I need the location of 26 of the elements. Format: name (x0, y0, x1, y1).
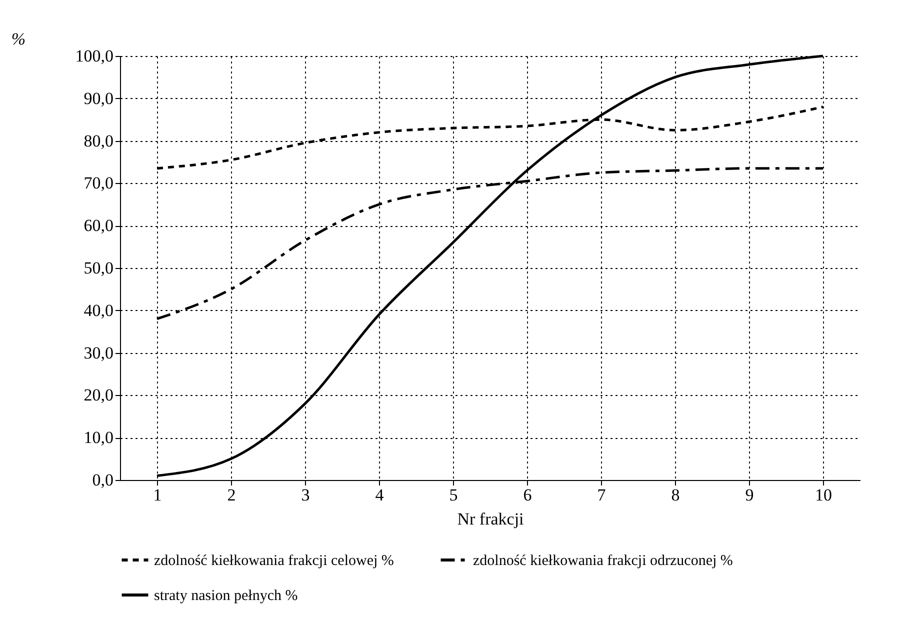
y-tick-label: 70,0 (84, 174, 114, 193)
x-tick-label: 4 (375, 486, 384, 504)
y-tick-label: 20,0 (84, 386, 114, 405)
y-tick-label: 80,0 (84, 131, 114, 150)
legend-label: straty nasion pełnych % (154, 588, 298, 604)
y-axis-title: % (11, 30, 26, 48)
x-tick-label: 2 (227, 486, 236, 504)
y-tick-label: 50,0 (84, 258, 114, 278)
x-tick-label: 3 (301, 486, 310, 504)
y-tick-label: 40,0 (84, 300, 114, 320)
y-tick-label: 60,0 (84, 216, 114, 236)
x-tick-label: 7 (597, 486, 606, 504)
x-tick-label: 5 (449, 486, 458, 504)
x-tick-label: 10 (815, 486, 832, 504)
x-tick-label: 1 (153, 486, 162, 504)
x-tick-label: 9 (745, 486, 754, 504)
y-tick-label: 100,0 (75, 46, 114, 66)
legend-label: zdolność kiełkowania frakcji celowej % (154, 553, 394, 569)
x-axis-title: Nr frakcji (457, 510, 524, 528)
legend-label: zdolność kiełkowania frakcji odrzuconej % (473, 553, 733, 569)
y-tick-label: 10,0 (84, 428, 114, 448)
y-tick-label: 90,0 (84, 88, 114, 108)
y-tick-label: 0,0 (92, 470, 114, 490)
x-tick-label: 8 (671, 486, 680, 504)
x-tick-label: 6 (523, 486, 532, 504)
y-tick-label: 30,0 (84, 343, 114, 362)
